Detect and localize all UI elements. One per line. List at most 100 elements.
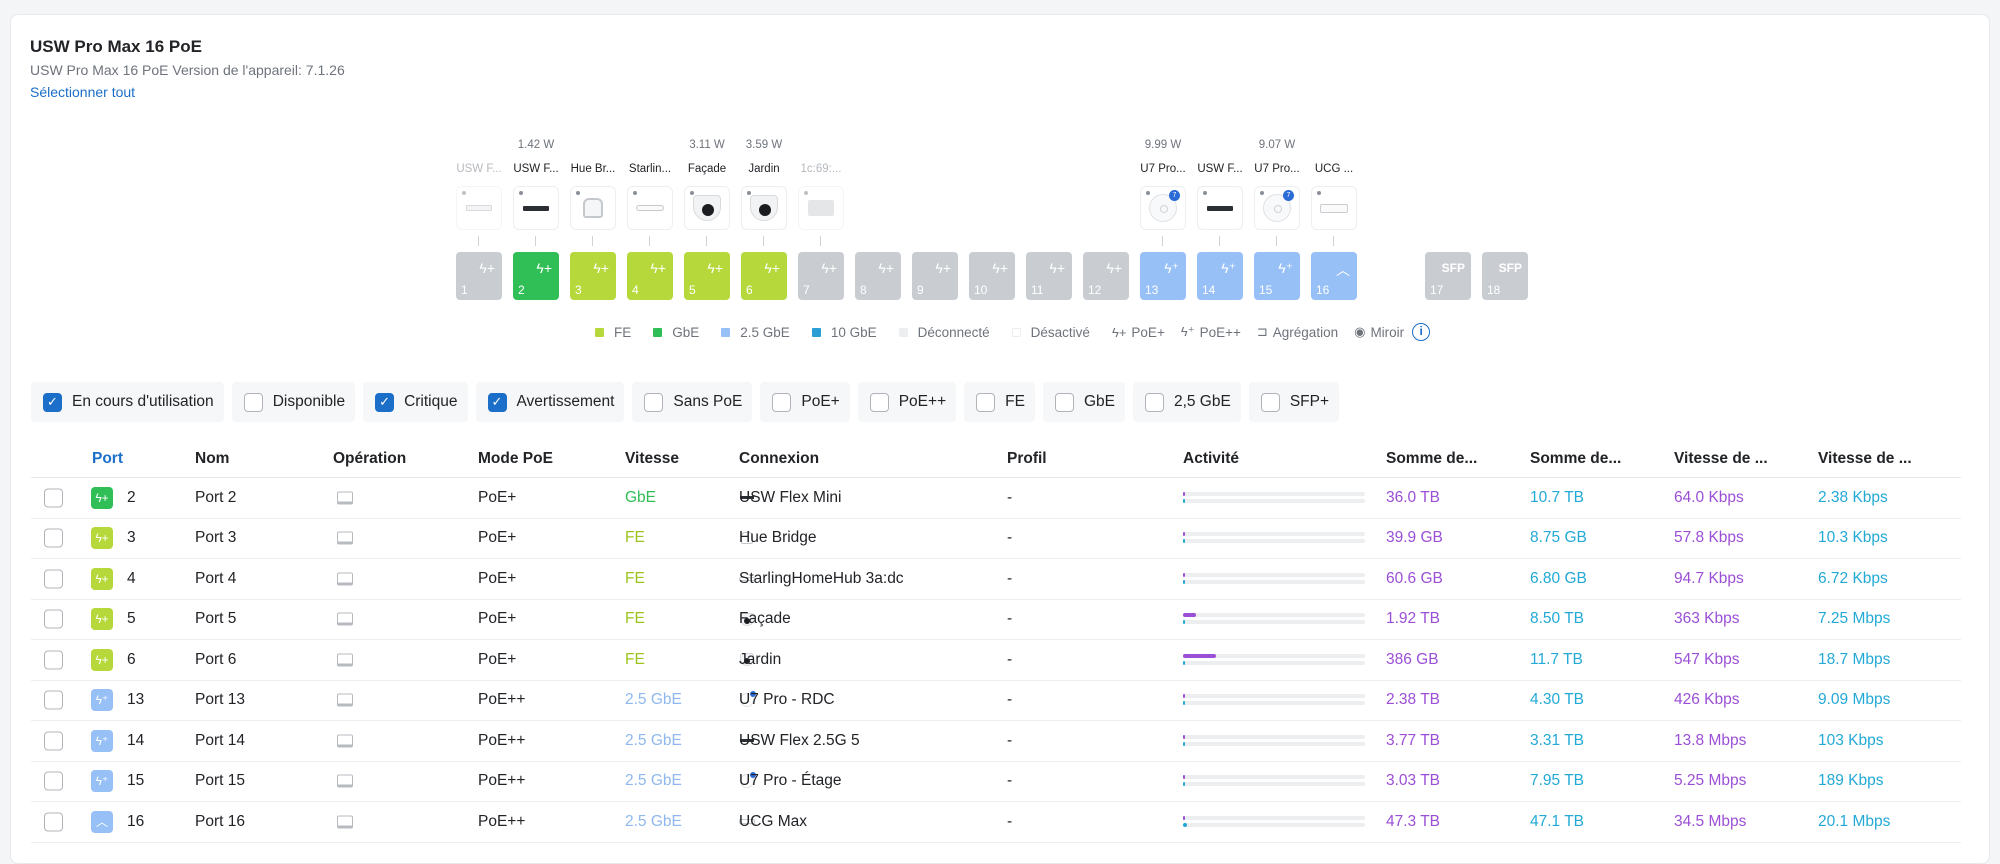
port-button-1[interactable]: 1 ϟ+ xyxy=(456,252,502,300)
checkbox[interactable] xyxy=(772,392,792,412)
col-port[interactable]: Port xyxy=(92,449,123,467)
port-button-8[interactable]: 8 ϟ+ xyxy=(855,252,901,300)
filter-chip[interactable]: Sans PoE xyxy=(632,382,753,422)
sum-rx: 10.7 TB xyxy=(1530,488,1585,506)
table-row[interactable]: ϟ+ 5 Port 5 PoE+ FE Façade - 1.92 TB 8.5… xyxy=(31,600,1961,640)
filter-chip[interactable]: Disponible xyxy=(231,382,356,422)
sum-rx: 11.7 TB xyxy=(1530,650,1583,668)
filter-chip[interactable]: PoE+ xyxy=(760,382,850,422)
filter-chip[interactable]: 2,5 GbE xyxy=(1132,382,1241,422)
col-connection[interactable]: Connexion xyxy=(739,449,820,467)
table-row[interactable]: ϟ+ 3 Port 3 PoE+ FE Hue Bridge - 39.9 GB… xyxy=(31,519,1961,559)
filter-chip[interactable]: ✓ En cours d'utilisation xyxy=(31,382,224,422)
checkbox[interactable] xyxy=(644,392,664,412)
row-checkbox[interactable] xyxy=(44,488,63,508)
row-checkbox[interactable] xyxy=(44,812,63,832)
filter-chip[interactable]: SFP+ xyxy=(1248,382,1340,422)
table-row[interactable]: ϟ⁺ 15 Port 15 PoE++ 2.5 GbE U7 Pro - Éta… xyxy=(31,762,1961,802)
checkbox[interactable] xyxy=(869,392,889,412)
sum-tx: 39.9 GB xyxy=(1386,529,1443,547)
table-row[interactable]: ϟ+ 2 Port 2 PoE+ GbE USW Flex Mini - 36.… xyxy=(31,478,1961,519)
tx-activity-fill xyxy=(1183,653,1216,658)
rate-rx: 9.09 Mbps xyxy=(1818,691,1891,709)
port-button-17[interactable]: 17 SFP xyxy=(1425,252,1471,300)
filter-chip[interactable]: PoE++ xyxy=(857,382,957,422)
legend-disconnected: Déconnecté xyxy=(898,325,990,340)
row-checkbox[interactable] xyxy=(44,650,63,670)
row-checkbox[interactable] xyxy=(44,731,63,751)
port-button-9[interactable]: 9 ϟ+ xyxy=(912,252,958,300)
checkbox-checked[interactable]: ✓ xyxy=(43,392,62,412)
client-device-icon[interactable] xyxy=(570,186,616,230)
checkbox[interactable] xyxy=(243,392,263,412)
connection-name: Hue Bridge xyxy=(739,529,817,547)
table-row[interactable]: ︿ 16 Port 16 PoE++ 2.5 GbE UCG Max - 47.… xyxy=(31,802,1961,843)
activity-bars xyxy=(1183,734,1365,747)
client-device-icon[interactable] xyxy=(1197,186,1243,230)
client-device-icon[interactable] xyxy=(456,186,502,230)
col-poe-mode[interactable]: Mode PoE xyxy=(478,449,553,467)
col-speed[interactable]: Vitesse xyxy=(625,449,680,467)
port-button-13[interactable]: 13 ϟ⁺ xyxy=(1140,252,1186,300)
port-button-12[interactable]: 12 ϟ+ xyxy=(1083,252,1129,300)
table-row[interactable]: ϟ⁺ 13 Port 13 PoE++ 2.5 GbE U7 Pro - RDC… xyxy=(31,681,1961,721)
filter-chip[interactable]: FE xyxy=(964,382,1035,422)
port-button-4[interactable]: 4 ϟ+ xyxy=(627,252,673,300)
port-button-5[interactable]: 5 ϟ+ xyxy=(684,252,730,300)
table-row[interactable]: ϟ+ 6 Port 6 PoE+ FE Jardin - 386 GB 11.7… xyxy=(31,640,1961,681)
tx-activity-fill xyxy=(1183,613,1196,618)
port-button-3[interactable]: 3 ϟ+ xyxy=(570,252,616,300)
port-button-16[interactable]: 16 ︿ xyxy=(1311,252,1357,300)
profile: - xyxy=(1007,488,1013,506)
info-icon[interactable]: i xyxy=(1412,323,1431,341)
rate-rx: 7.25 Mbps xyxy=(1818,610,1891,628)
connection-name: U7 Pro - Étage xyxy=(739,772,842,790)
client-device-icon[interactable] xyxy=(684,186,730,230)
col-speed-2[interactable]: Vitesse de ... xyxy=(1818,449,1912,467)
client-device-icon[interactable] xyxy=(513,186,559,230)
row-checkbox[interactable] xyxy=(44,771,63,791)
row-checkbox[interactable] xyxy=(44,690,63,710)
client-device-icon[interactable] xyxy=(741,186,787,230)
col-sum-2[interactable]: Somme de... xyxy=(1530,449,1622,467)
table-row[interactable]: ϟ⁺ 14 Port 14 PoE++ 2.5 GbE USW Flex 2.5… xyxy=(31,721,1961,762)
col-speed-1[interactable]: Vitesse de ... xyxy=(1674,449,1768,467)
table-row[interactable]: ϟ+ 4 Port 4 PoE+ FE StarlingHomeHub 3a:d… xyxy=(31,559,1961,600)
client-device-icon[interactable] xyxy=(627,186,673,230)
client-device-icon[interactable] xyxy=(1311,186,1357,230)
client-device-icon[interactable] xyxy=(798,186,844,230)
port-button-14[interactable]: 14 ϟ⁺ xyxy=(1197,252,1243,300)
checkbox-checked[interactable]: ✓ xyxy=(375,392,395,412)
port-button-2[interactable]: 2 ϟ+ xyxy=(513,252,559,300)
rx-activity-fill xyxy=(1183,620,1185,625)
port-button-11[interactable]: 11 ϟ+ xyxy=(1026,252,1072,300)
port-button-15[interactable]: 15 ϟ⁺ xyxy=(1254,252,1300,300)
filter-label: Disponible xyxy=(272,393,346,410)
checkbox-checked[interactable]: ✓ xyxy=(487,392,507,412)
filter-chip[interactable]: ✓ Avertissement xyxy=(475,382,625,422)
col-profile[interactable]: Profil xyxy=(1007,449,1047,467)
col-operation[interactable]: Opération xyxy=(333,449,407,467)
port-speed: 2.5 GbE xyxy=(625,812,682,830)
checkbox[interactable] xyxy=(1144,392,1164,412)
checkbox[interactable] xyxy=(1054,392,1074,412)
port-button-6[interactable]: 6 ϟ+ xyxy=(741,252,787,300)
select-all-link[interactable]: Sélectionner tout xyxy=(30,84,136,100)
col-name[interactable]: Nom xyxy=(195,449,230,467)
checkbox[interactable] xyxy=(1260,392,1280,412)
port-button-10[interactable]: 10 ϟ+ xyxy=(969,252,1015,300)
client-device-icon[interactable]: 7 xyxy=(1140,186,1186,230)
profile: - xyxy=(1007,731,1013,749)
col-activity[interactable]: Activité xyxy=(1183,449,1239,467)
tx-activity-fill xyxy=(1183,815,1185,820)
filter-chip[interactable]: ✓ Critique xyxy=(363,382,468,422)
port-button-18[interactable]: 18 SFP xyxy=(1482,252,1528,300)
row-checkbox[interactable] xyxy=(44,609,63,629)
port-button-7[interactable]: 7 ϟ+ xyxy=(798,252,844,300)
checkbox[interactable] xyxy=(976,392,996,412)
filter-chip[interactable]: GbE xyxy=(1042,382,1125,422)
client-device-icon[interactable]: 7 xyxy=(1254,186,1300,230)
row-checkbox[interactable] xyxy=(44,528,63,548)
row-checkbox[interactable] xyxy=(44,569,63,589)
col-sum-1[interactable]: Somme de... xyxy=(1386,449,1478,467)
